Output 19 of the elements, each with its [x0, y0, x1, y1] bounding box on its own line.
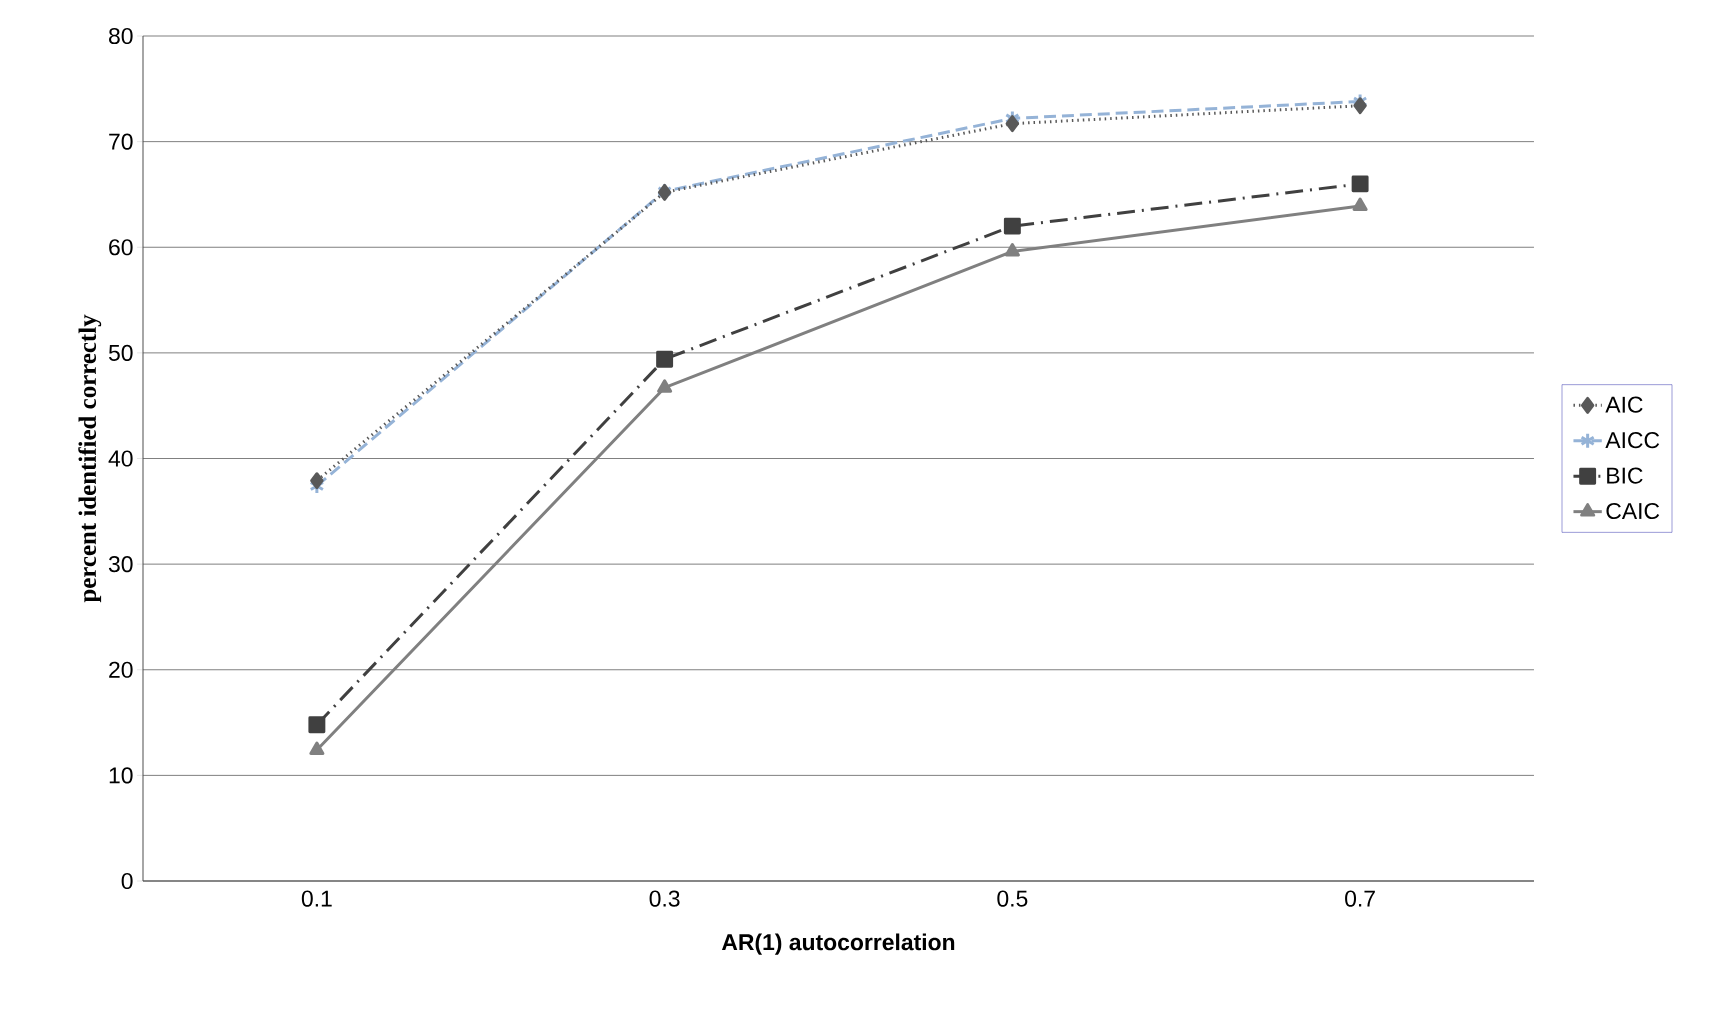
x-tick-label: 0.1 [301, 890, 332, 907]
y-tick-label: 0 [121, 872, 133, 890]
y-tick-label: 10 [109, 767, 133, 784]
x-tick-label: 0.3 [649, 890, 680, 907]
y-tick-label: 40 [108, 450, 133, 467]
legend-label: AIC [1605, 396, 1643, 413]
x-tick-label: 0.5 [997, 890, 1028, 907]
y-tick-label: 20 [109, 661, 133, 678]
y-tick-label: 60 [109, 239, 133, 256]
x-tick-label: 0.7 [1345, 890, 1375, 907]
y-tick-label: 80 [109, 27, 133, 45]
y-tick-label: 50 [108, 344, 133, 361]
y-axis-title: percent identified correctly [78, 314, 102, 603]
x-axis-title: AR(1) autocorrelation [721, 933, 955, 955]
y-tick-label: 70 [109, 133, 133, 150]
legend-label: CAIC [1606, 502, 1660, 520]
y-tick-label: 30 [108, 556, 133, 573]
legend-label: BIC [1607, 467, 1643, 484]
legend-label: AICC [1605, 432, 1660, 449]
